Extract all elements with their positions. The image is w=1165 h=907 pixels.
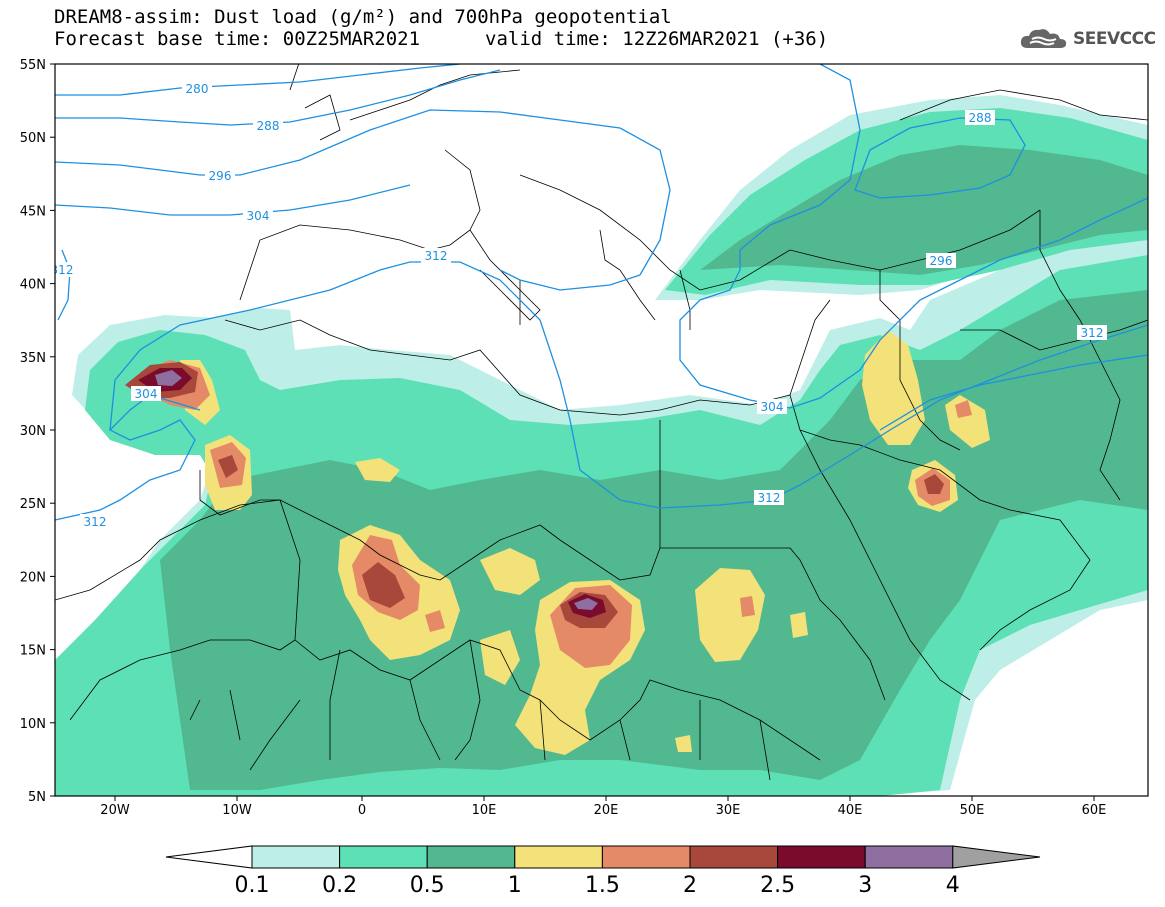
colorbar-label: 0.5 [410,873,445,898]
svg-text:296: 296 [930,254,953,268]
latitude-tick-label: 25N [20,497,46,512]
latitude-tick-label: 55N [20,58,46,73]
dust-level-3-area [155,370,182,386]
svg-text:296: 296 [209,169,232,183]
colorbar: 0.1 0.2 0.5 1 1.5 2 2.5 3 4 [165,845,1041,898]
longitude-tick-label: 10W [222,803,252,818]
longitude-tick-label: 10E [472,803,497,818]
dust-level-1-area [675,735,692,752]
dust-level-1-area [790,612,808,638]
contour-labels: 280 288 296 304 312 304 312 288 296 312 304 312 312 [51,81,1107,529]
colorbar-label: 0.2 [322,873,357,898]
colorbar-segment [777,845,866,869]
forecast-valid-time: valid time: 12Z26MAR2021 (+36) [485,28,829,50]
longitude-tick-label: 0 [358,803,366,818]
latitude-tick-label: 5N [28,790,46,805]
dust-level-1-area [695,568,765,662]
svg-text:312: 312 [425,249,448,263]
svg-text:304: 304 [247,209,270,223]
dust-level-1-area [480,548,540,595]
latitude-tick-label: 10N [20,717,46,732]
svg-text:280: 280 [186,82,209,96]
colorbar-under-triangle [165,845,253,869]
contour-label: 312 [754,490,784,505]
colorbar-over-triangle [952,845,1041,869]
contour-label: 312 [1077,325,1107,340]
dust-field: 280 288 296 304 312 304 312 288 296 312 304 312 312 [51,64,1148,796]
colorbar-label: 3 [858,873,872,898]
colorbar-segment [426,845,516,869]
colorbar-label: 0.1 [235,873,270,898]
contour-label: 304 [757,399,787,414]
dust-level-1-area [480,630,520,685]
contour-label: 296 [205,168,235,183]
latitude-tick-label: 15N [20,644,46,659]
contour-label: 288 [253,118,283,133]
svg-text:312: 312 [758,491,781,505]
svg-text:288: 288 [969,111,992,125]
latitude-tick-label: 50N [20,131,46,146]
dust-level-2-area [924,474,944,494]
colorbar-label: 4 [946,873,960,898]
longitude-tick-label: 30E [716,803,741,818]
latitude-tick-label: 20N [20,570,46,585]
forecast-base-time: Forecast base time: 00Z25MAR2021 [54,28,421,50]
colorbar-segment [689,845,779,869]
latitude-tick-label: 30N [20,424,46,439]
latitude-tick-label: 40N [20,278,46,293]
svg-text:304: 304 [135,387,158,401]
colorbar-label: 2.5 [760,873,795,898]
colorbar-segment [864,845,954,869]
dust-level-1.5-area [955,400,972,418]
contour-label: 288 [965,110,995,125]
longitude-tick-label: 20W [100,803,130,818]
contour-label: 312 [51,262,77,277]
latitude-tick-label: 35N [20,351,46,366]
latitude-tick-label: 45N [20,204,46,219]
dust-level-2-area [362,562,405,608]
logo-text: SEEVCCC [1073,29,1156,49]
colorbar-label: 2 [683,873,697,898]
svg-text:312: 312 [51,263,74,277]
contour-label: 280 [182,81,212,96]
colorbar-segment [339,845,428,869]
contour-label: 304 [131,386,161,401]
dust-level-0.5-area [700,145,1148,275]
svg-text:312: 312 [84,515,107,529]
contour-label: 296 [926,253,956,268]
dust-level-1.5-area [425,610,445,632]
colorbar-segment [514,845,603,869]
dust-level-2-area [218,455,238,478]
dust-level-1-area [355,458,400,482]
dust-level-3-area [574,598,598,610]
dust-level-0.5-area [1120,355,1148,460]
longitude-tick-label: 20E [594,803,619,818]
colorbar-label: 1.5 [585,873,620,898]
colorbar-label: 1 [508,873,522,898]
longitude-tick-label: 40E [838,803,863,818]
svg-text:312: 312 [1081,326,1104,340]
longitude-axis: 20W 10W 0 10E 20E 30E 40E 50E 60E [100,796,1106,818]
dust-level-1.5-area [740,596,755,617]
colorbar-segment [251,845,341,869]
seevccc-logo: SEEVCCC [1018,26,1156,52]
svg-text:304: 304 [761,400,784,414]
svg-text:288: 288 [257,119,280,133]
contour-label: 312 [421,248,451,263]
contour-label: 312 [80,514,110,529]
dust-level-1-area [862,330,925,445]
cloud-icon [1020,29,1067,48]
contour-label: 304 [243,208,273,223]
longitude-tick-label: 60E [1082,803,1107,818]
longitude-tick-label: 50E [960,803,985,818]
latitude-axis: 55N 50N 45N 40N 35N 30N 25N 20N 15N 10N 5N [20,58,55,805]
colorbar-segment [601,845,691,869]
map-title: DREAM8-assim: Dust load (g/m²) and 700hP… [54,6,672,28]
